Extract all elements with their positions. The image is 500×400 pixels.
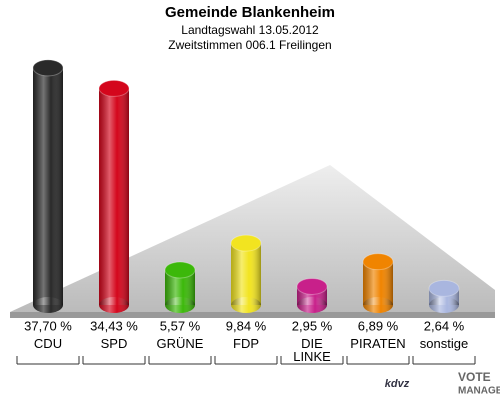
value-label: 34,43 % [90,318,138,333]
value-label: 2,64 % [424,318,465,333]
bar-top [296,277,328,295]
logo-text: MANAGER [458,386,500,397]
bar-top [32,59,64,77]
bar-shade [33,67,63,305]
bar-bottom-shade [231,297,261,313]
bar-top [362,253,394,271]
bar-bottom-shade [165,297,195,313]
chart-title: Gemeinde Blankenheim [165,4,335,21]
x-tick-label: FDP [233,336,259,351]
floor-edge [10,312,495,318]
bar-bottom-shade [297,297,327,313]
chart-subtitle: Landtagswahl 13.05.2012 [181,23,319,37]
bar-bottom-shade [99,297,129,313]
bar-top [428,279,460,297]
value-label: 2,95 % [292,318,333,333]
value-label: 5,57 % [160,318,201,333]
x-tick-label: GRÜNE [156,336,204,351]
value-label: 9,84 % [226,318,267,333]
x-tick-label: PIRATEN [350,336,406,351]
bar-top [164,261,196,279]
bar-bottom-shade [363,297,393,313]
value-label: 6,89 % [358,318,399,333]
bar-shade [231,243,261,305]
x-tick-label: DIE LINKE [293,336,331,364]
logo-text: VOTE [458,370,491,384]
bar-top [230,234,262,252]
chart-subtitle: Zweitstimmen 006.1 Freilingen [168,38,331,52]
x-tick-label: CDU [33,336,63,351]
bar-bottom-shade [33,297,63,313]
bar-top [98,79,130,97]
bar-bottom-shade [429,297,459,313]
value-label: 37,70 % [24,318,72,333]
x-tick-label: sonstige [419,336,469,351]
x-tick-label: SPD [100,336,128,351]
bar-shade [99,88,129,305]
logo-text: kdvz [385,378,410,390]
